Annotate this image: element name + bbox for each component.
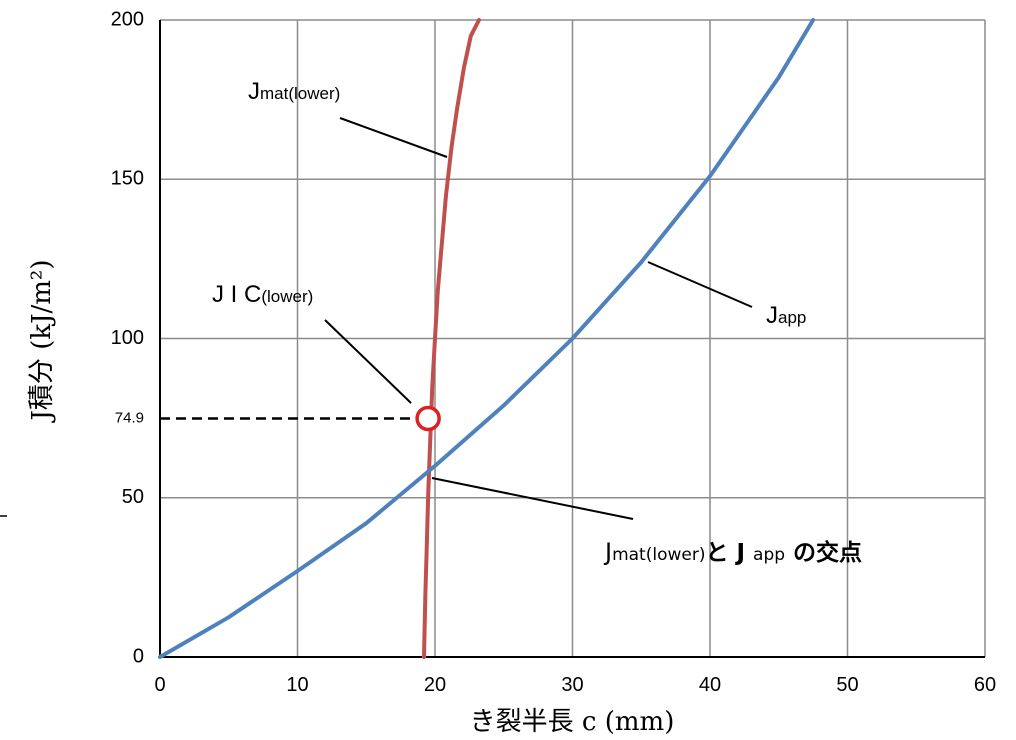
intersection-label-s2: app: [753, 545, 785, 565]
jic-leader-line: [324, 319, 412, 404]
series-layer: [158, 18, 816, 659]
x-tick-label: 10: [286, 674, 308, 696]
jic-label: J I C(lower): [212, 281, 313, 308]
y-tick-label: 200: [111, 8, 144, 30]
x-axis-label: き裂半長 c (mm): [470, 707, 675, 737]
intersection-label-s1: mat(lower): [612, 545, 705, 565]
jmat-leader-line: [339, 117, 448, 158]
jmat-label-sub: mat(lower): [260, 84, 340, 103]
y-axis-label: J積分 (kJ/m²): [27, 260, 57, 424]
japp-label-sub: app: [778, 308, 806, 327]
y-tick-label: 0: [133, 645, 144, 667]
jic-label-sub: (lower): [261, 287, 313, 306]
jmat-label-main: J: [248, 78, 260, 105]
y-tick-label: 100: [111, 327, 144, 349]
japp-label-main: J: [766, 302, 778, 329]
x-tick-label: 60: [974, 674, 996, 696]
y-tick-labels: 0 50 100 150 200: [111, 8, 144, 667]
jic-marker: [415, 405, 441, 432]
x-tick-label: 0: [154, 674, 165, 696]
japp-label: Japp: [766, 302, 806, 329]
japp-leader-line: [647, 261, 753, 308]
y-tick-label: 50: [122, 486, 144, 508]
x-tick-label: 20: [424, 674, 446, 696]
intersection-leader-line: [431, 477, 634, 520]
y-tick-label: 150: [111, 168, 144, 190]
jmat-label: Jmat(lower): [248, 78, 340, 105]
intersection-label-j1: J: [603, 538, 612, 566]
x-tick-label: 30: [561, 674, 583, 696]
x-tick-labels: 0 10 20 30 40 50 60: [154, 674, 996, 696]
intersection-label-tail: の交点: [785, 539, 862, 566]
series-line-japp: [158, 18, 816, 659]
grid: [159, 19, 986, 658]
intersection-label: Jmat(lower)と J app の交点: [603, 538, 862, 566]
x-tick-label: 40: [699, 674, 721, 696]
intersection-label-mid: と J: [705, 540, 753, 566]
series-line-jmatlower: [422, 18, 481, 659]
x-tick-label: 50: [836, 674, 858, 696]
jic-label-main: J I C: [212, 281, 261, 308]
y-tick-reference: 74.9: [115, 409, 144, 426]
